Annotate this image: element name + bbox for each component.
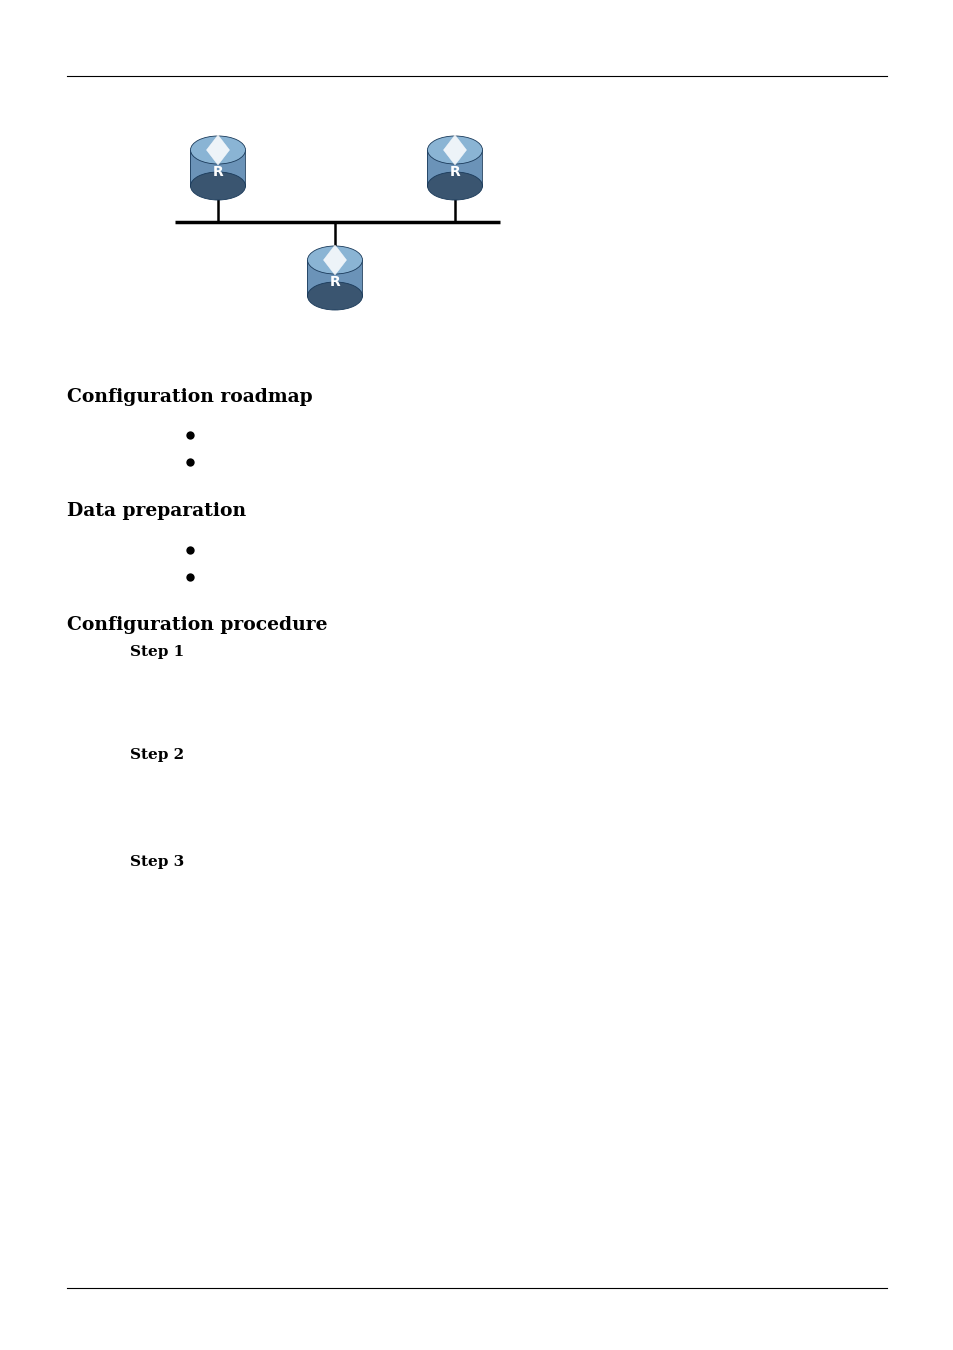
Ellipse shape [427, 171, 482, 200]
Text: Step 2: Step 2 [130, 748, 184, 761]
Ellipse shape [191, 136, 245, 163]
Text: Configuration roadmap: Configuration roadmap [67, 387, 313, 406]
Ellipse shape [427, 136, 482, 163]
Polygon shape [323, 244, 346, 275]
Polygon shape [206, 135, 230, 165]
Text: Configuration procedure: Configuration procedure [67, 616, 327, 634]
Text: R: R [330, 274, 340, 289]
Text: Step 3: Step 3 [130, 855, 184, 869]
Text: R: R [213, 165, 223, 178]
Ellipse shape [307, 246, 362, 274]
Polygon shape [307, 261, 362, 296]
Polygon shape [443, 135, 466, 165]
Polygon shape [191, 150, 245, 186]
Polygon shape [427, 150, 482, 186]
Text: Data preparation: Data preparation [67, 502, 246, 520]
Ellipse shape [307, 282, 362, 310]
Text: R: R [449, 165, 460, 178]
Ellipse shape [191, 171, 245, 200]
Text: Step 1: Step 1 [130, 645, 184, 659]
